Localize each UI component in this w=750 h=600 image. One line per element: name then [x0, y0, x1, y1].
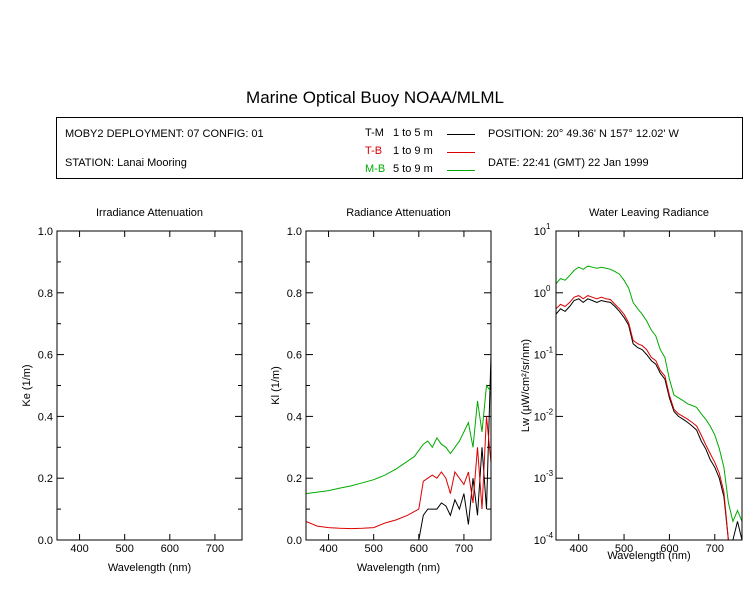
plot-frame — [56, 230, 243, 541]
series-line-t-m — [556, 298, 742, 540]
y-tick-label: 0.4 — [287, 411, 302, 423]
y-tick-label: 10 — [534, 535, 546, 547]
y-tick-label: 0.0 — [287, 535, 302, 547]
x-tick-label: 600 — [660, 543, 678, 555]
legend-line-tb — [447, 152, 475, 153]
legend-range-tb: 1 to 9 m — [393, 145, 433, 157]
legend-line-mb — [447, 170, 475, 171]
legend-code-mb: M-B — [365, 163, 386, 175]
y-tick-label: 10 — [534, 350, 546, 362]
legend-line-tm — [447, 134, 475, 135]
y-tick-label: 0.4 — [38, 411, 53, 423]
y-tick-label: 0.0 — [38, 535, 53, 547]
plot-frame — [305, 230, 492, 541]
y-tick-label-exponent: 1 — [546, 222, 551, 231]
station-text: STATION: Lanai Mooring — [65, 157, 187, 169]
plot-frame — [555, 230, 743, 541]
chart-title: Irradiance Attenuation — [96, 207, 203, 219]
y-tick-label: 10 — [534, 226, 546, 238]
series-line-t-m — [418, 354, 491, 540]
y-axis-label: Lw (µW/cm²/sr/nm) — [520, 339, 532, 432]
x-axis-label: Wavelength (nm) — [607, 550, 690, 562]
x-tick-label: 700 — [206, 543, 224, 555]
chart-title: Water Leaving Radiance — [589, 207, 709, 219]
y-tick-label: 1.0 — [287, 226, 302, 238]
x-tick-label: 400 — [570, 543, 588, 555]
info-box: MOBY2 DEPLOYMENT: 07 CONFIG: 01 STATION:… — [56, 117, 743, 179]
y-tick-label-exponent: -2 — [546, 407, 554, 416]
y-axis-label: Ke (1/m) — [21, 364, 33, 406]
position-text: POSITION: 20° 49.36' N 157° 12.02' W — [488, 128, 679, 140]
deployment-text: MOBY2 DEPLOYMENT: 07 CONFIG: 01 — [65, 128, 264, 140]
x-tick-label: 500 — [615, 543, 633, 555]
y-tick-label: 0.2 — [287, 473, 302, 485]
x-axis-label: Wavelength (nm) — [108, 562, 191, 574]
x-tick-label: 500 — [116, 543, 134, 555]
legend-code-tm: T-M — [365, 127, 384, 139]
x-tick-label: 600 — [410, 543, 428, 555]
x-tick-label: 700 — [455, 543, 473, 555]
y-tick-label: 10 — [534, 288, 546, 300]
x-axis-label: Wavelength (nm) — [357, 562, 440, 574]
chart-title: Radiance Attenuation — [346, 207, 451, 219]
legend-range-mb: 5 to 9 m — [393, 163, 433, 175]
series-line-m-b — [556, 265, 742, 523]
y-tick-label-exponent: -1 — [546, 346, 554, 355]
y-tick-label: 0.6 — [38, 350, 53, 362]
legend-range-tm: 1 to 5 m — [393, 127, 433, 139]
y-tick-label-exponent: -4 — [546, 531, 554, 540]
y-tick-label: 10 — [534, 411, 546, 423]
x-tick-label: 700 — [706, 543, 724, 555]
y-tick-label: 0.8 — [287, 288, 302, 300]
y-tick-label-exponent: -3 — [546, 469, 554, 478]
y-tick-label: 0.2 — [38, 473, 53, 485]
y-axis-label: Kl (1/m) — [270, 366, 282, 405]
x-tick-label: 600 — [161, 543, 179, 555]
series-line-t-b — [306, 416, 491, 530]
series-line-t-b — [556, 295, 742, 540]
y-tick-label-exponent: 0 — [546, 284, 551, 293]
y-tick-label: 1.0 — [38, 226, 53, 238]
series-line-m-b — [306, 384, 491, 495]
legend-code-tb: T-B — [365, 145, 383, 157]
y-tick-label: 0.6 — [287, 350, 302, 362]
x-tick-label: 400 — [319, 543, 337, 555]
y-tick-label: 0.8 — [38, 288, 53, 300]
date-text: DATE: 22:41 (GMT) 22 Jan 1999 — [488, 157, 649, 169]
x-tick-label: 400 — [70, 543, 88, 555]
x-tick-label: 500 — [365, 543, 383, 555]
page-title: Marine Optical Buoy NOAA/MLML — [246, 88, 504, 107]
y-tick-label: 10 — [534, 473, 546, 485]
